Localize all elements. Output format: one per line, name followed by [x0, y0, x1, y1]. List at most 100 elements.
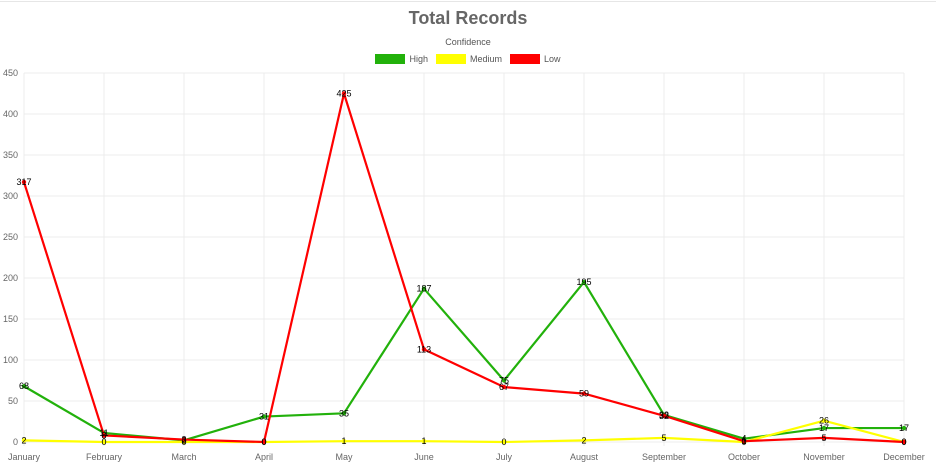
data-label: 3 [181, 435, 186, 445]
data-point-high [341, 411, 347, 416]
data-point-high [901, 425, 907, 431]
chart-title: Total Records [408, 8, 528, 28]
data-label: 5 [661, 433, 666, 443]
y-tick-label: 50 [8, 396, 18, 406]
data-label: 33 [659, 410, 669, 420]
x-tick-label: July [496, 452, 513, 462]
x-tick-label: February [86, 452, 123, 462]
data-label: 68 [19, 381, 29, 391]
y-tick-label: 250 [3, 232, 18, 242]
data-label: 11 [99, 428, 108, 438]
data-point-high [421, 286, 427, 291]
x-tick-label: September [642, 452, 686, 462]
y-tick-label: 0 [13, 437, 18, 447]
data-label: 35 [339, 408, 349, 418]
data-point-low [821, 435, 827, 441]
x-tick-label: October [728, 452, 760, 462]
data-point-low [741, 438, 747, 444]
y-tick-label: 100 [3, 355, 18, 365]
data-label: 425 [336, 89, 351, 99]
legend-swatch [435, 54, 466, 64]
data-point-low [421, 347, 427, 352]
legend-item[interactable]: High [375, 54, 428, 64]
legend: High Medium Low [0, 54, 936, 64]
x-tick-label: January [8, 452, 41, 462]
legend-swatch [375, 54, 406, 64]
y-tick-label: 450 [3, 68, 18, 78]
y-tick-label: 200 [3, 273, 18, 283]
data-label: 0 [901, 437, 906, 447]
y-tick-label: 150 [3, 314, 18, 324]
data-point-low [181, 437, 187, 442]
top-divider [0, 1, 936, 2]
data-label: 17 [819, 423, 829, 433]
data-point-medium [581, 438, 587, 443]
data-label: 0 [741, 437, 746, 447]
x-tick-label: April [255, 452, 273, 462]
y-tick-label: 400 [3, 109, 18, 119]
series-line-high [23, 281, 904, 442]
data-point-low [501, 384, 507, 390]
series-line-low [22, 92, 905, 444]
data-point-medium [501, 439, 507, 445]
data-label: 59 [579, 389, 589, 399]
legend-label: Medium [469, 54, 502, 64]
data-label: 2 [581, 435, 586, 445]
data-point-high [821, 425, 827, 431]
legend-item[interactable]: Medium [435, 54, 502, 64]
data-label: 32 [659, 411, 669, 421]
data-point-low [101, 433, 107, 438]
data-label: 67 [499, 382, 509, 392]
data-label: 0 [101, 437, 106, 447]
data-label: 0 [261, 437, 266, 447]
data-label: 75 [499, 376, 509, 386]
data-point-high [501, 378, 507, 383]
data-label: 31 [259, 412, 269, 422]
data-label: 17 [899, 423, 909, 433]
y-tick-label: 300 [3, 191, 18, 201]
data-label: 0 [901, 437, 906, 447]
data-label: 1 [421, 436, 426, 446]
data-label: 1 [741, 436, 746, 446]
data-point-high [21, 384, 27, 389]
data-label: 113 [417, 344, 431, 354]
y-tick-label: 350 [3, 150, 18, 160]
y-axis-ticks: 0 50 100 150 200 250 300 350 400 450 [3, 68, 18, 447]
x-tick-label: December [883, 452, 925, 462]
legend-title: Confidence [445, 37, 491, 47]
data-label: 0 [261, 437, 266, 447]
data-label: 317 [16, 177, 31, 187]
data-point-medium [101, 439, 107, 445]
data-point-high [261, 414, 267, 419]
data-label: 0 [181, 437, 186, 447]
x-tick-label: August [570, 452, 599, 462]
data-point-low [341, 91, 347, 96]
data-label: 4 [741, 434, 746, 444]
chart-grid [23, 72, 905, 446]
data-label: 195 [576, 277, 591, 287]
x-tick-label: November [803, 452, 845, 462]
legend-swatch [510, 54, 540, 64]
x-axis-ticks: January February March April May June July Augu… [8, 452, 925, 462]
data-label: 2 [21, 435, 26, 445]
data-label: 1 [341, 436, 346, 446]
x-tick-label: May [335, 452, 353, 462]
legend-label: Low [544, 54, 561, 64]
x-tick-label: March [171, 452, 196, 462]
data-label: 187 [416, 284, 431, 294]
data-point-medium [21, 438, 27, 443]
data-point-low [261, 439, 267, 445]
data-point-low [901, 439, 907, 445]
legend-label: High [409, 54, 428, 64]
data-point-medium [661, 435, 667, 441]
data-label: 0 [501, 437, 506, 447]
data-point-high [581, 279, 587, 285]
data-point-medium [341, 438, 347, 444]
data-label: 8 [101, 430, 106, 440]
data-point-medium [821, 418, 827, 423]
legend-item[interactable]: Low [510, 54, 561, 64]
data-point-medium [421, 438, 427, 444]
data-label: 5 [821, 433, 826, 443]
